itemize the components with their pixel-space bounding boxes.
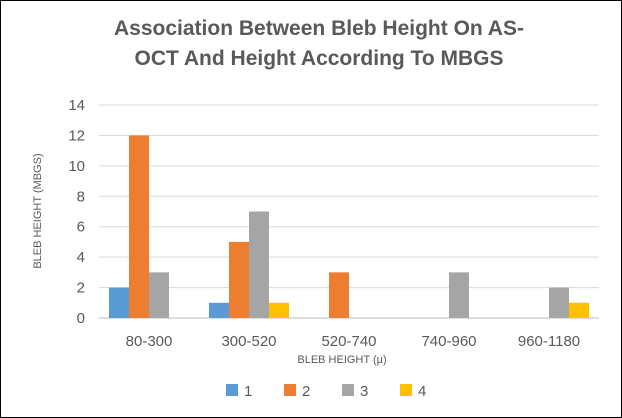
y-tick-label: 0 — [77, 310, 85, 327]
x-axis-title: BLEB HEIGHT (µ) — [297, 354, 386, 366]
x-tick-label: 520-740 — [321, 333, 376, 350]
bar-80-300-series-2 — [129, 135, 149, 318]
x-tick-label: 960-1180 — [518, 333, 580, 350]
bar-80-300-series-3 — [149, 272, 169, 318]
y-tick-label: 2 — [77, 280, 85, 297]
bar-300-520-series-2 — [229, 241, 249, 318]
bar-960-1180-series-4 — [569, 302, 589, 318]
y-tick-label: 10 — [68, 158, 85, 175]
legend-swatch-4 — [400, 384, 412, 396]
chart-title-line-2: OCT And Height According To MBGS — [134, 47, 503, 70]
bars — [109, 135, 589, 318]
legend-swatch-3 — [342, 384, 354, 396]
bar-300-520-series-1 — [209, 302, 229, 318]
legend-label: 1 — [244, 383, 252, 400]
bar-300-520-series-3 — [249, 211, 269, 318]
x-tick-label: 80-300 — [126, 333, 173, 350]
y-tick-label: 6 — [77, 219, 85, 236]
bar-300-520-series-4 — [269, 302, 289, 318]
bar-960-1180-series-3 — [549, 287, 569, 318]
bar-520-740-series-2 — [329, 272, 349, 318]
legend-swatch-2 — [284, 384, 296, 396]
x-tick-label: 300-520 — [221, 333, 276, 350]
y-axis-ticks: 0 2 4 6 8 10 12 14 — [68, 97, 85, 327]
legend: 1 2 3 4 — [226, 383, 426, 400]
y-tick-label: 14 — [68, 97, 85, 114]
y-axis-title: BLEB HEIGHT (MBGS) — [32, 153, 44, 268]
chart-title-line-1: Association Between Bleb Height On AS- — [114, 17, 524, 40]
legend-swatch-1 — [226, 384, 238, 396]
legend-label: 2 — [302, 383, 310, 400]
x-axis-ticks: 80-300 300-520 520-740 740-960 960-1180 — [126, 333, 581, 350]
legend-label: 3 — [360, 383, 368, 400]
x-tick-label: 740-960 — [421, 333, 476, 350]
y-tick-label: 4 — [77, 249, 85, 266]
legend-label: 4 — [418, 383, 426, 400]
bar-80-300-series-1 — [109, 287, 129, 318]
y-tick-label: 8 — [77, 188, 85, 205]
bar-740-960-series-3 — [449, 272, 469, 318]
y-tick-label: 12 — [68, 127, 85, 144]
gridlines — [99, 104, 599, 319]
